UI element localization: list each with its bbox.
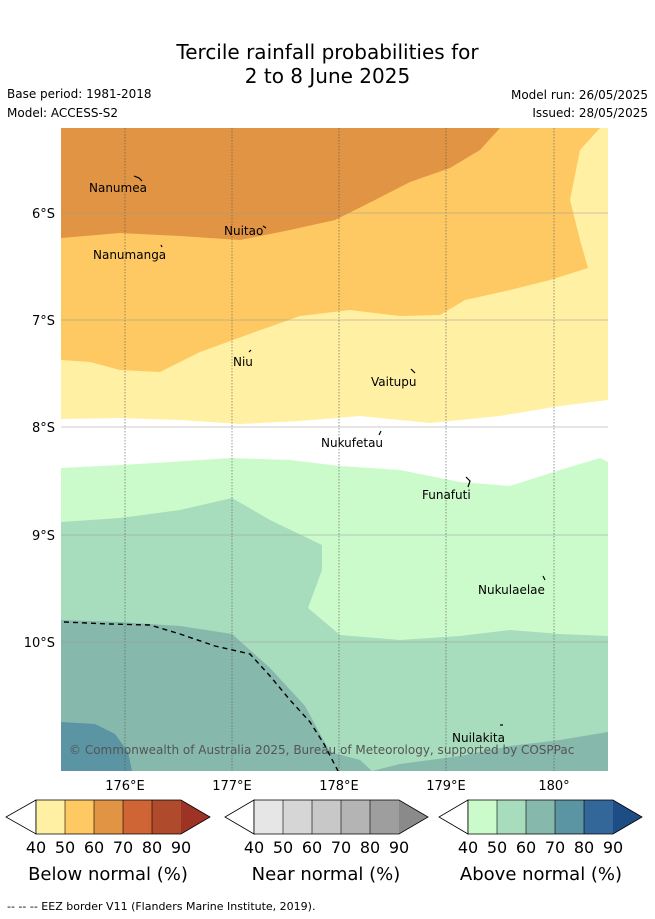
place-label-nuilakita: Nuilakita — [452, 731, 505, 745]
lat-tick-9: 9°S — [32, 529, 55, 544]
near-tick-60: 60 — [302, 838, 322, 857]
above-tick-70: 70 — [545, 838, 565, 857]
below-tick-70: 70 — [113, 838, 133, 857]
colorbar-below-under — [5, 799, 37, 835]
colorbar-near-bin-4 — [341, 800, 370, 834]
title-line-1: Tercile rainfall probabilities for — [176, 40, 479, 64]
below-tick-60: 60 — [84, 838, 104, 857]
place-label-funafuti: Funafuti — [422, 488, 471, 502]
colorbar-near-under — [224, 799, 255, 835]
place-label-nukulaelae: Nukulaelae — [478, 583, 545, 597]
title-line-2: 2 to 8 June 2025 — [244, 64, 411, 88]
colorbar-below-bin-4 — [123, 800, 152, 834]
below-tick-90: 90 — [171, 838, 191, 857]
lon-tick-179: 179°E — [426, 779, 466, 794]
lon-tick-178: 178°E — [319, 779, 359, 794]
colorbar-near-bin-5 — [370, 800, 399, 834]
eez-legend-note: -- -- -- EEZ border V11 (Flanders Marine… — [7, 900, 316, 913]
near-tick-90: 90 — [389, 838, 409, 857]
above-60-region — [61, 620, 608, 771]
vaitupu-island — [410, 368, 416, 374]
place-label-nuitao: Nuitao — [224, 224, 263, 238]
map-area: Nanumea Nuitao Nanumanga Niu Vaitupu Nuk… — [61, 128, 608, 771]
colorbar-above-bin-2 — [497, 800, 526, 834]
above-tick-90: 90 — [603, 838, 623, 857]
place-label-niu: Niu — [233, 355, 253, 369]
lon-tick-180: 180° — [538, 779, 569, 794]
colorbar-above: 40 50 60 70 80 90 Above normal (%) — [438, 799, 643, 885]
colorbar-above-over — [613, 800, 642, 834]
model-run: Model run: 26/05/2025 — [510, 88, 648, 102]
near-tick-80: 80 — [360, 838, 380, 857]
below-tick-80: 80 — [142, 838, 162, 857]
colorbar-near-bin-3 — [312, 800, 341, 834]
graticule — [61, 128, 608, 771]
near-tick-50: 50 — [273, 838, 293, 857]
lat-tick-6: 6°S — [32, 207, 55, 222]
nanumea-island — [133, 175, 143, 182]
colorbar-below-over — [181, 800, 210, 834]
issued-date: Issued: 28/05/2025 — [532, 106, 648, 120]
place-label-nukufetau: Nukufetau — [321, 436, 383, 450]
colorbar-below: 40 50 60 70 80 90 Below normal (%) — [5, 799, 211, 885]
colorbar-above-bin-5 — [584, 800, 613, 834]
lon-tick-177: 177°E — [212, 779, 252, 794]
nukufetau-island — [378, 430, 382, 436]
above-tick-40: 40 — [458, 838, 478, 857]
colorbar-above-under — [438, 799, 469, 835]
model-name: Model: ACCESS-S2 — [7, 106, 119, 120]
colorbar-below-bin-3 — [94, 800, 123, 834]
colorbar-near: 40 50 60 70 80 90 Near normal (%) — [224, 799, 429, 885]
above-70-region — [61, 722, 132, 771]
nanumanga-island — [160, 244, 163, 248]
lat-tick-10: 10°S — [24, 636, 55, 651]
above-tick-60: 60 — [516, 838, 536, 857]
above-tick-80: 80 — [574, 838, 594, 857]
lat-tick-7: 7°S — [32, 314, 55, 329]
base-period: Base period: 1981-2018 — [7, 87, 152, 101]
place-label-nanumanga: Nanumanga — [93, 248, 166, 262]
colorbar-near-bin-1 — [254, 800, 283, 834]
colorbar-near-bin-2 — [283, 800, 312, 834]
niu-island — [248, 349, 252, 353]
below-60-region — [61, 128, 500, 240]
colorbar-below-bin-1 — [36, 800, 65, 834]
island-shapes — [133, 175, 546, 726]
place-label-vaitupu: Vaitupu — [371, 375, 417, 389]
below-normal-title: Below normal (%) — [28, 864, 188, 885]
map-title: Tercile rainfall probabilities for 2 to … — [0, 40, 655, 88]
nukulaelae-island — [542, 575, 546, 581]
colorbar-above-bin-3 — [526, 800, 555, 834]
above-tick-50: 50 — [487, 838, 507, 857]
colorbar-below-bin-2 — [65, 800, 94, 834]
near-normal-title: Near normal (%) — [252, 864, 401, 885]
lon-tick-176: 176°E — [105, 779, 145, 794]
near-tick-40: 40 — [244, 838, 264, 857]
funafuti-island — [465, 476, 471, 488]
colorbar-near-over — [399, 800, 428, 834]
nuitao-island — [262, 225, 267, 229]
below-tick-50: 50 — [55, 838, 75, 857]
colorbar-above-bin-1 — [468, 800, 497, 834]
copyright-text: © Commonwealth of Australia 2025, Bureau… — [69, 743, 574, 757]
colorbar-below-bin-5 — [152, 800, 181, 834]
eez-border — [63, 621, 339, 771]
below-tick-40: 40 — [26, 838, 46, 857]
lat-tick-8: 8°S — [32, 421, 55, 436]
near-tick-70: 70 — [331, 838, 351, 857]
place-label-nanumea: Nanumea — [89, 181, 147, 195]
colorbar-above-bin-4 — [555, 800, 584, 834]
above-normal-title: Above normal (%) — [460, 864, 622, 885]
